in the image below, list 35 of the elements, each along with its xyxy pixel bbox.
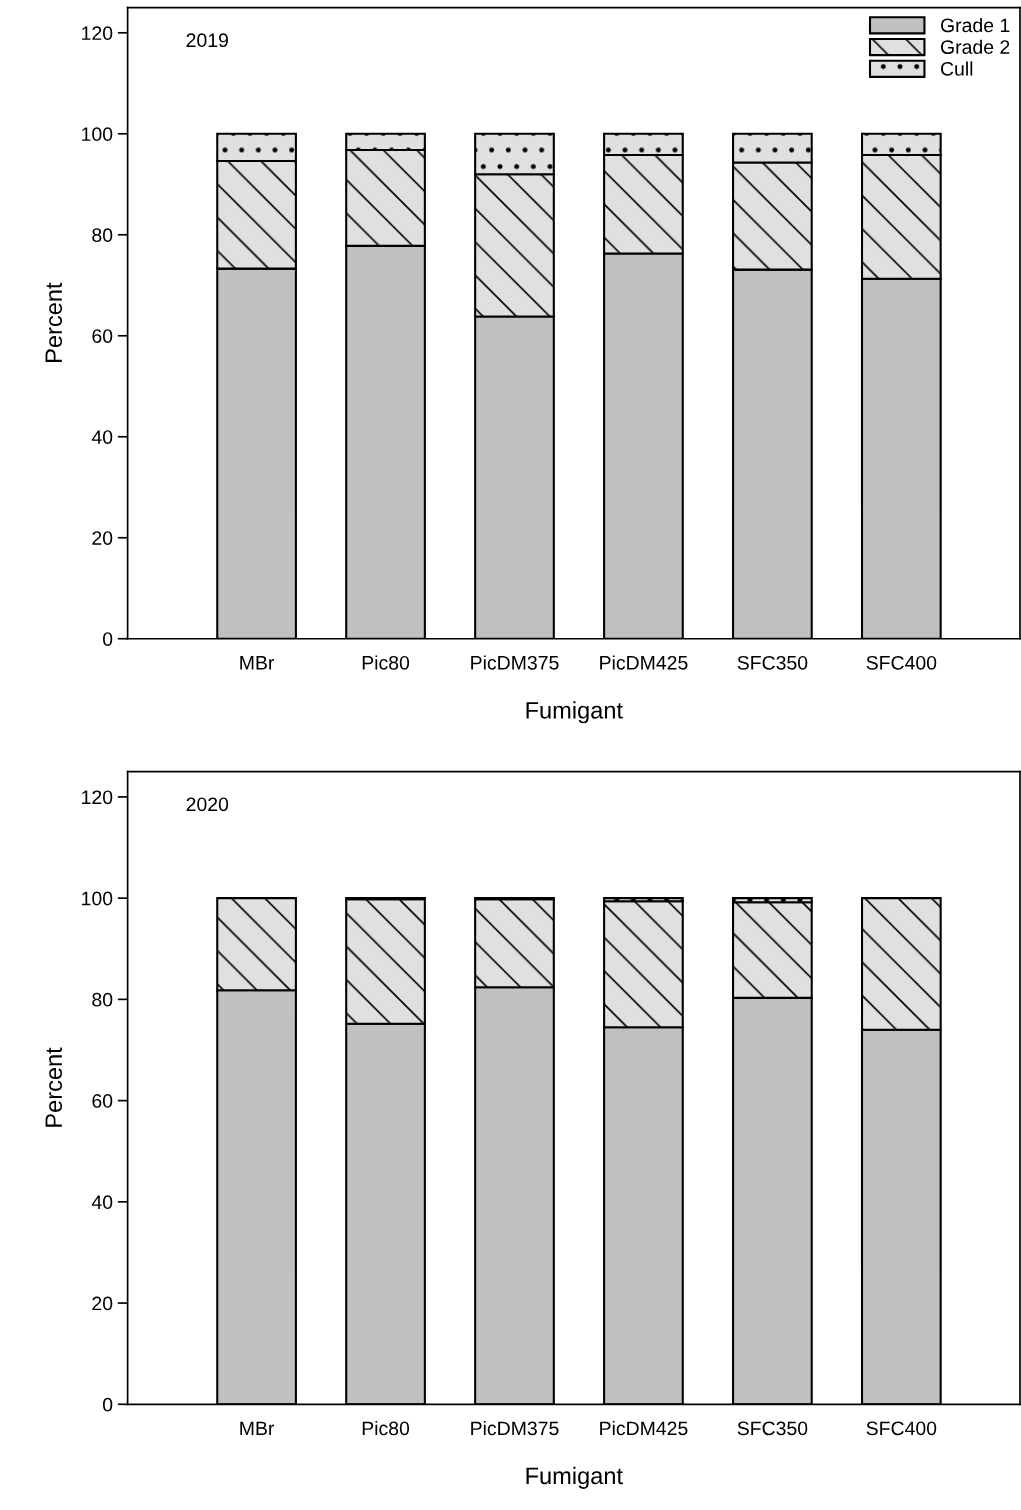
x-axis-title: Fumigant [526, 1466, 623, 1489]
y-tick-label: 120 [82, 26, 113, 41]
y-tick-label: 60 [92, 329, 113, 343]
x-axis-title: Fumigant [526, 701, 623, 724]
legend-label: Cull [940, 61, 973, 76]
y-tick-label: 0 [102, 1397, 113, 1412]
x-tick-label: SFC350 [737, 1421, 808, 1436]
x-tick-label: MBr [240, 656, 275, 670]
y-tick-label: 80 [92, 228, 113, 243]
y-tick-label: 60 [92, 1094, 113, 1108]
x-tick-label: Pic80 [362, 655, 410, 670]
legend-label: Grade 1 [940, 17, 1010, 33]
x-tick-label: SFC400 [866, 1421, 937, 1436]
x-tick-label: SFC400 [866, 655, 937, 670]
y-tick-label: 120 [82, 790, 113, 805]
x-tick-label: Pic80 [362, 1420, 410, 1436]
y-tick-label: 40 [91, 1195, 113, 1210]
x-tick-label: PicDM425 [600, 655, 688, 670]
y-tick-label: 20 [92, 531, 113, 545]
x-tick-label: MBr [240, 1421, 275, 1436]
y-tick-label: 80 [92, 992, 113, 1007]
y-axis-title: Percent [45, 282, 63, 362]
y-tick-label: 100 [82, 891, 113, 906]
y-tick-label: 20 [92, 1296, 113, 1311]
x-tick-label: SFC350 [737, 655, 808, 670]
y-tick-label: 100 [82, 127, 113, 142]
legend-label: Grade 2 [940, 39, 1010, 54]
x-tick-label: PicDM375 [471, 655, 559, 670]
y-tick-label: 40 [91, 430, 113, 444]
y-axis-title: Percent [45, 1047, 63, 1127]
text: 2020 [186, 797, 229, 812]
x-tick-label: PicDM375 [471, 1420, 559, 1436]
x-tick-label: PicDM425 [600, 1420, 688, 1436]
y-tick-label: 0 [102, 632, 113, 646]
text: 2019 [186, 33, 228, 48]
